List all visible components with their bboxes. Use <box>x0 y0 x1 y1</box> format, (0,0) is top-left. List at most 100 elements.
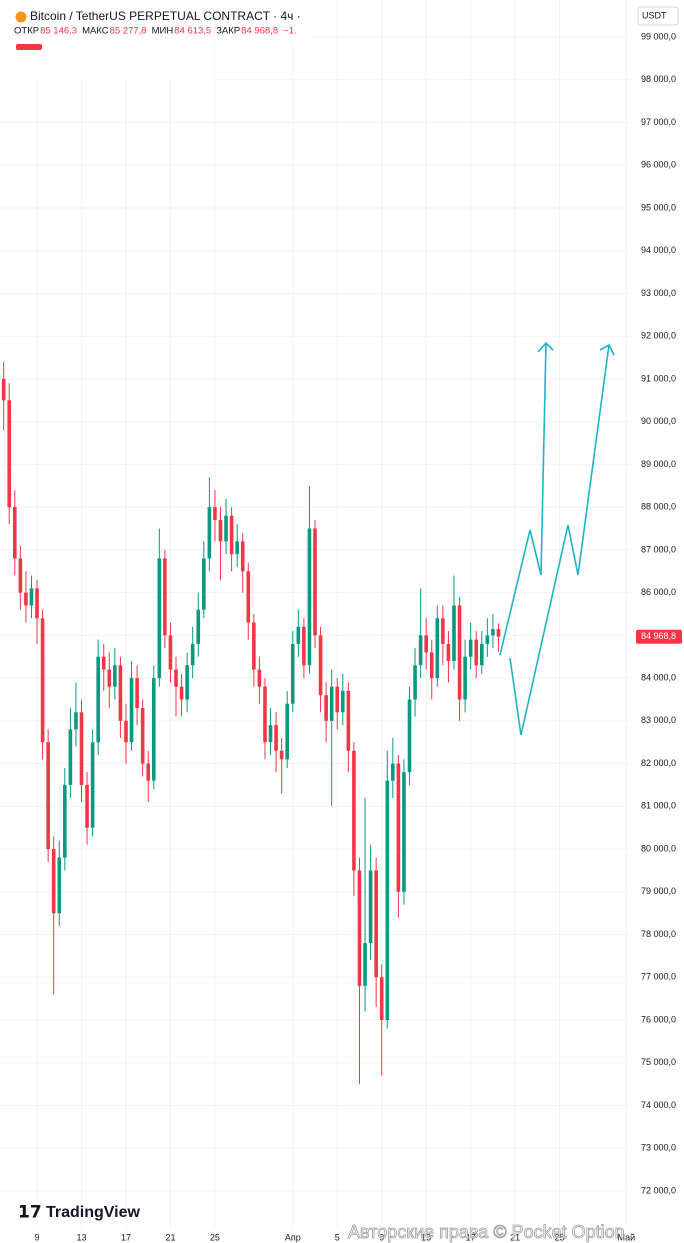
x-tick-label: 9 <box>379 1232 384 1242</box>
candle-body <box>346 690 351 751</box>
candle-body <box>379 977 384 1021</box>
y-tick-label: 78 000,0 <box>641 929 676 939</box>
candle-body <box>496 629 501 637</box>
candle-body <box>90 742 95 828</box>
y-tick-label: 77 000,0 <box>641 972 676 982</box>
candle-body <box>12 507 17 559</box>
candle-body <box>391 763 395 781</box>
candle-body <box>129 678 134 743</box>
y-tick-label: 96 000,0 <box>641 160 676 170</box>
price-axis: 72 000,0 73 000,0 74 000,0 75 000,0 76 000,0… <box>35 31 682 1242</box>
currency: USDT <box>642 10 667 20</box>
candle-body <box>207 507 212 559</box>
candle-body <box>213 507 217 520</box>
forecast-path <box>509 344 610 736</box>
forecast-drawing <box>499 341 615 736</box>
candle-body <box>240 541 245 572</box>
candle-body <box>418 635 423 666</box>
currency-box[interactable] <box>637 6 679 26</box>
x-tick-label: 13 <box>421 1232 431 1242</box>
candle-body <box>324 695 328 721</box>
candle-body <box>57 857 62 914</box>
candle-body <box>368 870 373 944</box>
y-tick-label: 75 000,0 <box>641 1057 676 1067</box>
y-tick-label: 82 000,0 <box>641 758 676 768</box>
candles <box>1 361 501 1085</box>
ohlc-value: 85 146,3 <box>40 26 77 37</box>
candle-body <box>229 515 234 555</box>
arrow-head <box>599 343 615 356</box>
y-tick-label: 79 000,0 <box>641 886 676 896</box>
candle-body <box>85 784 89 828</box>
candle-body <box>268 725 273 743</box>
candle-body <box>363 943 367 986</box>
candle-body <box>352 750 356 871</box>
candle-body <box>313 528 317 636</box>
candle-body <box>1 378 6 401</box>
grid <box>0 0 630 1228</box>
candle-body <box>296 626 301 644</box>
y-tick-label: 76 000,0 <box>641 1014 676 1024</box>
y-tick-label: 83 000,0 <box>641 715 676 725</box>
y-tick-label: 94 000,0 <box>641 245 676 255</box>
candle-body <box>96 656 100 743</box>
x-tick-label: 13 <box>76 1232 86 1242</box>
forecast-path <box>499 342 547 656</box>
y-tick-label: 81 000,0 <box>641 801 676 811</box>
y-tick-label: 72 000,0 <box>641 1185 676 1195</box>
candle-body <box>151 678 156 781</box>
y-tick-label: 95 000,0 <box>641 202 676 212</box>
ohlc-label: МИН <box>152 26 174 37</box>
candle-body <box>329 686 334 721</box>
candle-body <box>140 708 145 764</box>
candle-body <box>24 592 28 606</box>
candle-body <box>491 629 495 636</box>
x-tick-label: 25 <box>555 1232 565 1242</box>
candle-body <box>474 639 479 666</box>
y-tick-label: 84 000,0 <box>641 672 676 682</box>
y-tick-label: 74 000,0 <box>641 1100 676 1110</box>
y-tick-label: 87 000,0 <box>641 544 676 554</box>
candle-body <box>318 635 323 696</box>
x-tick-label: 9 <box>35 1232 40 1242</box>
header-backdrop <box>0 0 310 44</box>
ohlc-value: 84 968,8 <box>241 26 278 37</box>
candle-body <box>74 712 78 730</box>
y-tick-label: 88 000,0 <box>641 502 676 512</box>
candle-body <box>202 558 206 610</box>
candle-body <box>246 571 251 623</box>
candle-body <box>146 763 151 781</box>
candle-body <box>224 515 228 542</box>
ohlc-value: 85 277,8 <box>110 26 147 37</box>
candle-body <box>196 609 201 644</box>
candle-body <box>46 742 50 850</box>
candle-body <box>374 870 378 978</box>
candle-body <box>79 712 84 785</box>
candle-body <box>429 652 434 679</box>
candle-body <box>396 763 401 892</box>
last-price-label: 84 968,8 <box>641 631 676 641</box>
x-tick-label: 21 <box>165 1232 175 1242</box>
candle-body <box>7 400 12 508</box>
x-tick-label: 17 <box>121 1232 131 1242</box>
candle-body <box>40 618 45 743</box>
candle-body <box>168 635 173 670</box>
candle-body <box>113 665 117 687</box>
indicator-chip <box>16 44 42 50</box>
candle-body <box>218 519 223 542</box>
candle-body <box>179 686 184 700</box>
candle-body <box>107 669 112 687</box>
symbol-title: Bitcoin / TetherUS PERPETUAL CONTRACT · … <box>30 9 301 23</box>
candle-body <box>29 588 34 606</box>
candle-body <box>485 635 490 644</box>
candle-body <box>385 780 390 1021</box>
ohlc-label: ОТКР <box>14 26 39 37</box>
candle-body <box>457 605 462 700</box>
candle-body <box>68 729 73 785</box>
logo-mark: 𝟭𝟳 <box>18 1202 42 1221</box>
candle-body <box>35 588 39 619</box>
candle-body <box>118 665 123 721</box>
candle-body <box>101 656 106 670</box>
